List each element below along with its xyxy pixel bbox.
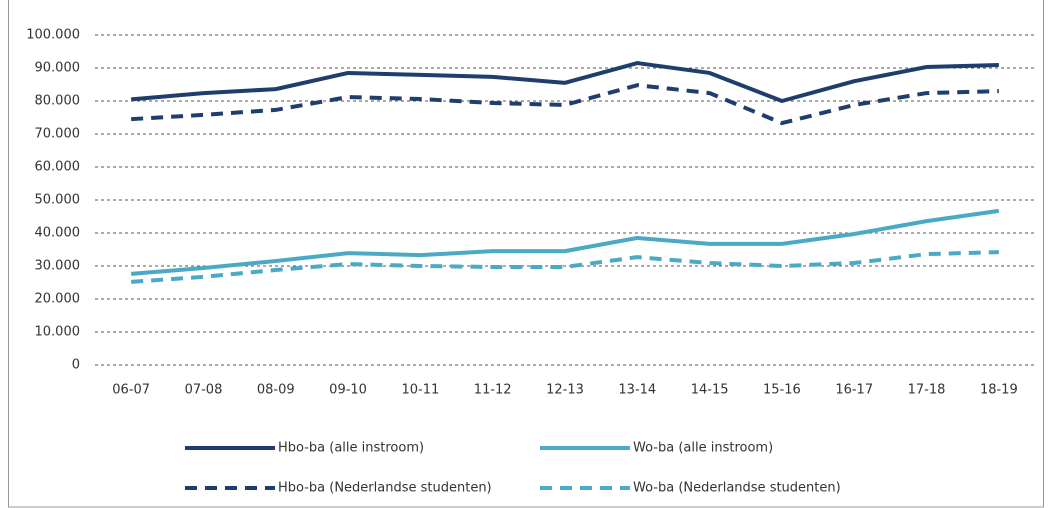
y-tick-label: 40.000 [35, 226, 81, 241]
x-tick-label: 13-14 [618, 383, 656, 398]
y-tick-label: 80.000 [35, 94, 81, 109]
x-tick-label: 09-10 [329, 383, 367, 398]
x-tick-label: 14-15 [691, 383, 729, 398]
x-tick-label: 11-12 [474, 383, 512, 398]
y-tick-label: 90.000 [35, 61, 81, 76]
series-line [131, 250, 999, 284]
y-tick-label: 50.000 [35, 193, 81, 208]
legend-label: Hbo-ba (Nederlandse studenten) [278, 481, 492, 496]
x-tick-label: 10-11 [401, 383, 439, 398]
x-tick-label: 12-13 [546, 383, 584, 398]
x-tick-label: 16-17 [835, 383, 873, 398]
y-tick-label: 60.000 [35, 160, 81, 175]
x-tick-label: 06-07 [112, 383, 150, 398]
y-tick-label: 10.000 [35, 325, 81, 340]
y-tick-label: 20.000 [35, 292, 81, 307]
series-line [130, 61, 999, 103]
legend-label: Wo-ba (Nederlandse studenten) [633, 481, 841, 496]
legend-label: Wo-ba (alle instroom) [633, 441, 773, 456]
x-tick-label: 17-18 [908, 383, 946, 398]
x-tick-label: 08-09 [257, 383, 295, 398]
chart-frame [8, 0, 1044, 508]
x-tick-label: 15-16 [763, 383, 801, 398]
legend-label: Hbo-ba (alle instroom) [278, 441, 424, 456]
y-tick-label: 100.000 [26, 28, 80, 43]
x-tick-label: 07-08 [185, 383, 223, 398]
y-tick-label: 0 [72, 358, 80, 373]
series-line [130, 208, 1000, 276]
series-line [131, 83, 999, 126]
y-tick-label: 70.000 [35, 127, 81, 142]
x-tick-label: 18-19 [980, 383, 1018, 398]
y-tick-label: 30.000 [35, 259, 81, 274]
